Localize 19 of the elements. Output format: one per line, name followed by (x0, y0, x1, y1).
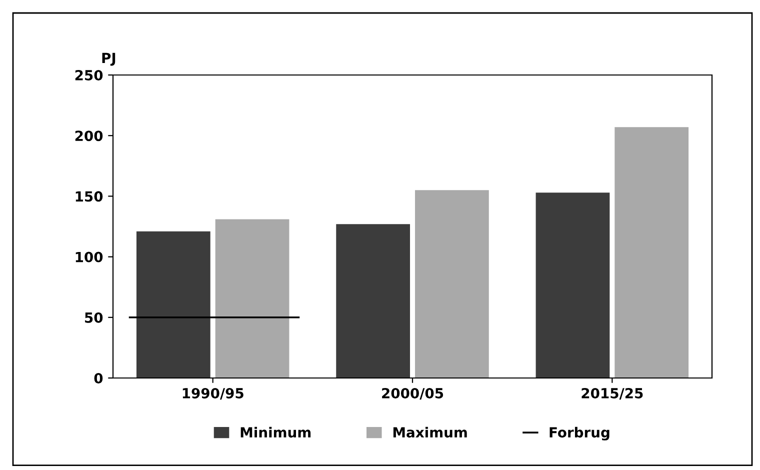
y-tick-label: 250 (75, 70, 103, 80)
bar (136, 231, 210, 378)
bar (414, 190, 489, 378)
bar (614, 127, 689, 378)
y-tick-label: 0 (94, 372, 103, 384)
y-axis-title: PJ (102, 52, 116, 66)
y-tick-label: 50 (85, 312, 103, 323)
x-tick-label: 2000/05 (382, 388, 444, 400)
y-tick-label: 150 (76, 191, 103, 202)
legend-label: Minimum (240, 426, 311, 438)
legend-label: Forbrug (550, 426, 610, 440)
bar (536, 192, 610, 378)
bar (336, 224, 410, 378)
y-tick-label: 200 (75, 130, 103, 142)
x-tick-label: 1990/95 (182, 388, 244, 400)
legend-label: Maximum (393, 426, 467, 438)
bar (215, 219, 290, 378)
y-tick-label: 100 (76, 252, 103, 262)
x-tick-label: 2015/25 (582, 388, 643, 400)
